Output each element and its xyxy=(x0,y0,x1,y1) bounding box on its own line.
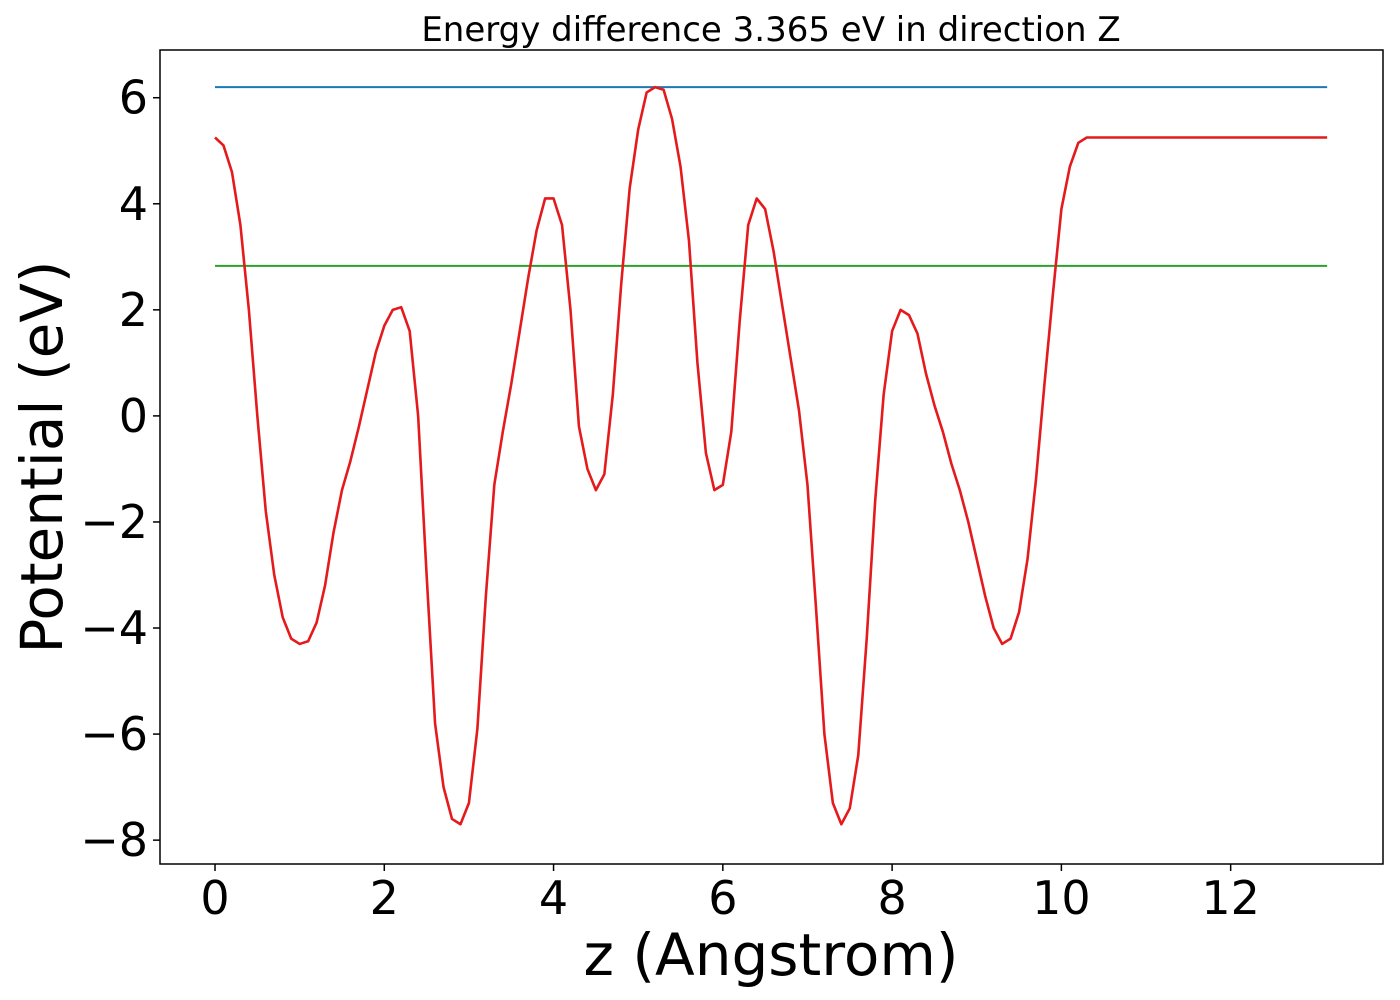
chart-title: Energy difference 3.365 eV in direction … xyxy=(421,10,1120,50)
y-tick-label: −4 xyxy=(80,601,148,655)
y-axis-ticks: 6 4 2 0 −2 −4 −6 −8 xyxy=(80,71,160,867)
x-axis-label: z (Angstrom) xyxy=(584,921,959,989)
x-axis-ticks: 0 2 4 6 8 10 12 xyxy=(200,864,1260,925)
y-axis-label: Potential (eV) xyxy=(8,260,76,653)
y-tick-label: 4 xyxy=(119,177,148,231)
y-tick-label: −8 xyxy=(80,813,148,867)
x-tick-label: 8 xyxy=(877,871,906,925)
x-tick-label: 6 xyxy=(708,871,737,925)
y-tick-label: 2 xyxy=(119,283,148,337)
y-tick-label: 6 xyxy=(119,71,148,125)
x-tick-label: 4 xyxy=(539,871,568,925)
y-tick-label: 0 xyxy=(119,389,148,443)
y-tick-label: −2 xyxy=(80,495,148,549)
x-tick-label: 0 xyxy=(200,871,229,925)
series-layer xyxy=(214,85,1328,826)
x-tick-label: 12 xyxy=(1201,871,1260,925)
x-tick-label: 2 xyxy=(370,871,399,925)
plot-area-frame xyxy=(159,49,1384,865)
x-tick-label: 10 xyxy=(1032,871,1091,925)
y-tick-label: −6 xyxy=(80,707,148,761)
potential-curve xyxy=(214,85,1328,826)
